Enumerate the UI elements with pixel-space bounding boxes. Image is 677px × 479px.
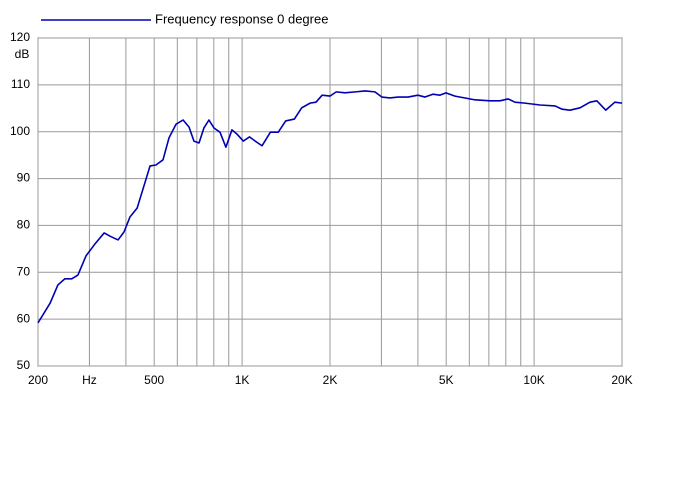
y-axis-label: dB [15, 47, 30, 61]
series-line [37, 90, 623, 324]
y-tick-label: 60 [17, 311, 31, 325]
x-tick-label: 5K [439, 373, 454, 387]
x-tick-label: 20K [611, 373, 632, 387]
x-tick-label: 1K [235, 373, 250, 387]
y-tick-label: 50 [17, 358, 31, 372]
x-tick-label: 200 [28, 373, 48, 387]
y-tick-label: 110 [11, 77, 30, 91]
y-tick-label: 90 [17, 171, 31, 185]
x-tick-label: 10K [523, 373, 544, 387]
x-tick-label: 500 [144, 373, 164, 387]
x-tick-label: 2K [323, 373, 338, 387]
y-tick-label: 70 [17, 264, 31, 278]
x-tick-label: Hz [82, 373, 97, 387]
y-tick-label: 120 [10, 30, 30, 44]
y-tick-label: 80 [17, 218, 31, 232]
y-tick-label: 100 [10, 124, 30, 138]
legend-label: Frequency response 0 degree [155, 11, 328, 26]
